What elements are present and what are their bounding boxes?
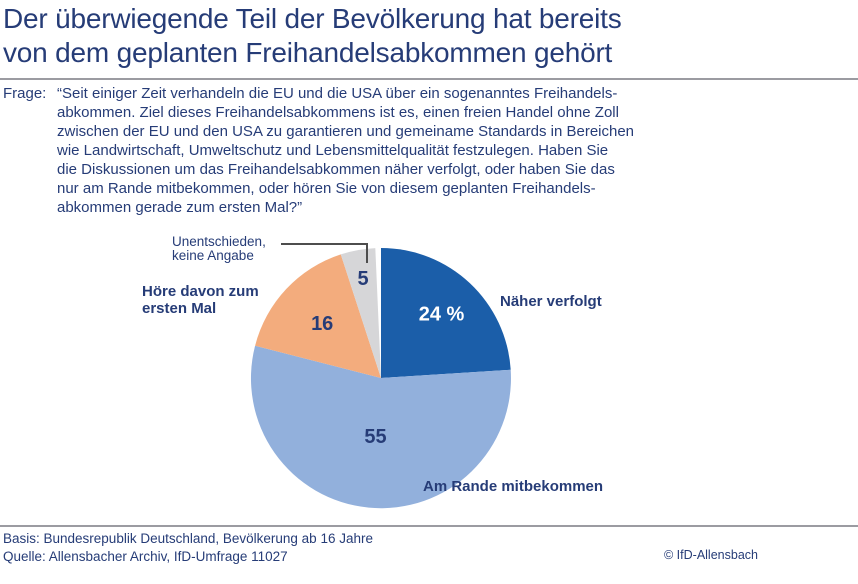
slice-label-hoere-davon-zum-ersten-mal: Höre davon zum ersten Mal (142, 283, 259, 317)
title-divider-rule (0, 78, 858, 80)
pie-slice-2 (255, 254, 381, 378)
pie-value-label-1: 55 (364, 426, 386, 448)
question-text: “Seit einiger Zeit verhandeln die EU und… (57, 84, 703, 217)
question-line: die Diskussionen um das Freihandelsabkom… (57, 161, 615, 178)
pie-slice-3 (340, 248, 381, 378)
pie-slice-1 (250, 345, 511, 509)
question-prefix: Frage: (3, 85, 47, 102)
question-line: zwischen der EU und den USA zu garantier… (57, 123, 635, 140)
survey-question: Frage: “Seit einiger Zeit verhandeln die… (3, 84, 703, 217)
page-title-line-1: Der überwiegende Teil der Bevölkerung ha… (3, 3, 622, 34)
question-line: wie Landwirtschaft, Umweltschutz und Leb… (57, 142, 609, 159)
question-line: nur am Rande mitbekommen, oder hören Sie… (57, 180, 596, 197)
slice-label-am-rande-mitbekommen: Am Rande mitbekommen (423, 478, 604, 495)
question-line: abkommen. Ziel dieses Freihandelsabkomme… (57, 104, 619, 121)
quelle-text: Quelle: Allensbacher Archiv, IfD-Umfrage… (3, 549, 288, 564)
pie-slice-0 (381, 248, 511, 378)
copyright-text: © IfD-Allensbach (664, 548, 758, 562)
pie-value-label-2: 16 (311, 313, 333, 335)
pie-value-label-3: 5 (357, 268, 368, 290)
pie-value-label-0: 24 % (419, 304, 465, 326)
slice-label-naeher-verfolgt: Näher verfolgt (500, 293, 602, 310)
page-title: Der überwiegende Teil der Bevölkerung ha… (3, 2, 622, 70)
callout-leader-line-vertical (366, 243, 368, 263)
slice-label-unentschieden-keine-angabe: Unentschieden, keine Angabe (172, 234, 266, 263)
callout-leader-line-horizontal (281, 243, 368, 245)
question-line: abkommen gerade zum ersten Mal?” (57, 199, 303, 216)
footer-divider-rule (0, 525, 858, 527)
page-title-line-2: von dem geplanten Freihandelsabkommen ge… (3, 37, 613, 68)
question-line: “Seit einiger Zeit verhandeln die EU und… (57, 85, 618, 102)
basis-text: Basis: Bundesrepublik Deutschland, Bevöl… (3, 531, 373, 546)
